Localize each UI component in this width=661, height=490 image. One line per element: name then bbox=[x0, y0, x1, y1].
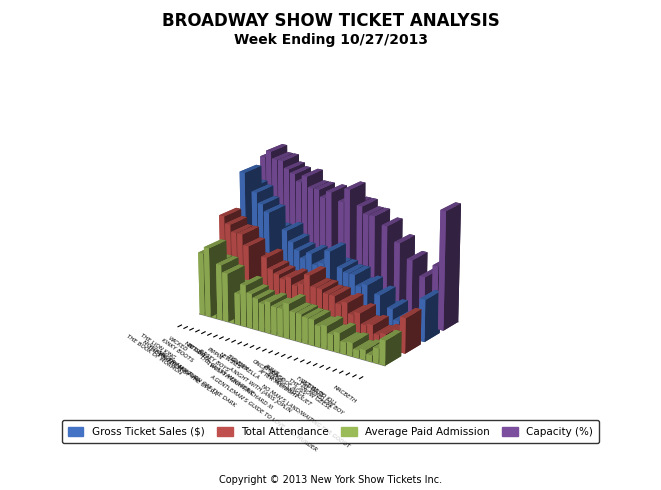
Legend: Gross Ticket Sales ($), Total Attendance, Average Paid Admission, Capacity (%): Gross Ticket Sales ($), Total Attendance… bbox=[61, 420, 600, 443]
Text: Copyright © 2013 New York Show Tickets Inc.: Copyright © 2013 New York Show Tickets I… bbox=[219, 475, 442, 485]
Text: BROADWAY SHOW TICKET ANALYSIS: BROADWAY SHOW TICKET ANALYSIS bbox=[162, 12, 499, 30]
Text: Week Ending 10/27/2013: Week Ending 10/27/2013 bbox=[233, 33, 428, 48]
